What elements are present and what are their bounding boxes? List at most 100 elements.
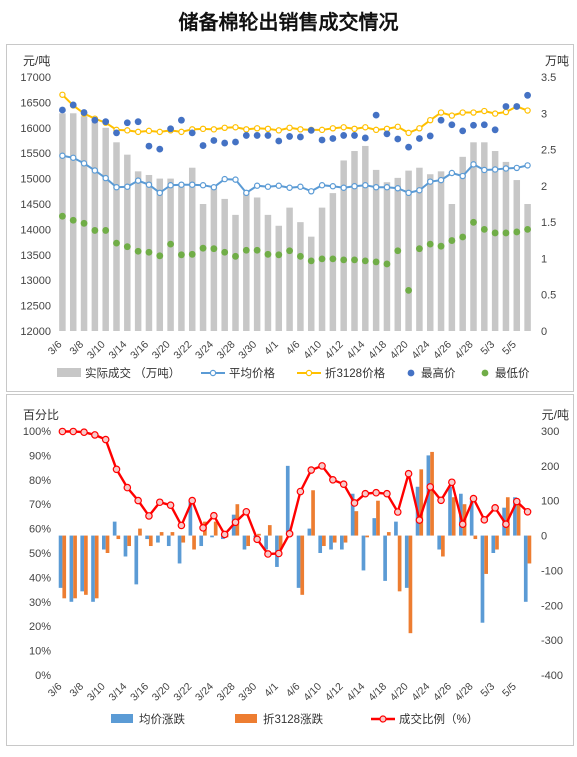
volume-bar xyxy=(481,142,488,331)
avg-change-bar xyxy=(340,535,344,550)
zhe3128-change-bar xyxy=(138,528,142,536)
high-price-point xyxy=(188,129,196,137)
y-left-tick-label: 13000 xyxy=(20,275,51,287)
zhe3128-price-point xyxy=(210,126,218,133)
high-price-point xyxy=(426,132,434,140)
zhe3128-change-bar xyxy=(527,535,532,564)
volume-bar xyxy=(437,171,445,331)
low-price-point xyxy=(113,239,120,247)
y-right-tick-label: 0 xyxy=(541,326,547,338)
zhe3128-change-bar xyxy=(84,535,88,595)
x-tick-label: 3/8 xyxy=(67,681,86,700)
legend-label: 实际成交 （万吨） xyxy=(85,366,180,380)
low-price-point xyxy=(134,247,142,255)
volume-bar xyxy=(113,142,120,331)
y-right-tick-label: -400 xyxy=(541,670,563,682)
low-price-point xyxy=(383,260,391,268)
avg-change-bar xyxy=(394,521,398,536)
x-tick-label: 5/5 xyxy=(500,681,519,700)
high-price-point xyxy=(167,125,174,133)
avg-price-point xyxy=(189,181,196,188)
zhe3128-change-bar xyxy=(192,535,196,550)
low-price-point xyxy=(307,257,315,265)
zhe3128-price-point xyxy=(297,126,304,133)
avg-change-bar xyxy=(242,535,247,550)
y-right-tick-label: 3 xyxy=(541,108,547,120)
x-tick-label: 3/10 xyxy=(85,339,108,362)
zhe3128-change-bar xyxy=(408,535,413,634)
legend-swatch xyxy=(235,714,257,723)
zhe3128-price-point xyxy=(362,124,369,131)
deal-ratio-point xyxy=(339,480,348,488)
legend-label: 最低价 xyxy=(495,367,530,380)
x-tick-label: 4/18 xyxy=(366,681,389,704)
high-price-point xyxy=(80,109,88,116)
page-title: 储备棉轮出销售成交情况 xyxy=(178,10,399,34)
deal-ratio-point xyxy=(307,466,316,474)
volume-bar xyxy=(253,197,261,331)
high-price-point xyxy=(340,132,348,139)
x-tick-label: 4/10 xyxy=(301,681,324,704)
volume-bar xyxy=(394,177,402,331)
volume-bar xyxy=(210,185,218,331)
zhe3128-price-point xyxy=(243,126,250,133)
deal-ratio-point xyxy=(393,508,402,516)
deal-ratio-point xyxy=(350,499,359,507)
deal-ratio-point xyxy=(383,489,391,498)
deal-ratio-point xyxy=(502,520,510,529)
y-left-tick-label: 40% xyxy=(29,572,51,584)
zhe3128-price-point xyxy=(221,124,228,132)
high-price-point xyxy=(405,143,412,151)
avg-change-bar xyxy=(285,465,290,536)
y-left-tick-label: 60% xyxy=(29,524,51,536)
avg-price-point xyxy=(232,176,239,183)
volume-bar xyxy=(124,154,131,331)
volume-bar xyxy=(426,174,434,331)
low-price-point xyxy=(297,252,304,260)
avg-change-bar xyxy=(69,535,74,602)
avg-change-bar xyxy=(199,535,204,547)
deal-ratio-point xyxy=(155,498,164,507)
low-price-point xyxy=(372,258,380,266)
avg-change-bar xyxy=(156,535,160,543)
zhe3128-change-bar xyxy=(419,469,424,536)
zhe3128-price-point xyxy=(59,91,66,98)
volume-bar xyxy=(318,207,326,331)
zhe3128-price-point xyxy=(275,127,282,134)
high-price-point xyxy=(372,111,380,119)
x-tick-label: 5/5 xyxy=(500,339,519,358)
avg-price-point xyxy=(308,188,315,195)
zhe3128-price-point xyxy=(329,125,337,132)
high-price-point xyxy=(210,137,218,144)
zhe3128-price-point xyxy=(178,128,185,136)
x-tick-label: 3/28 xyxy=(215,339,238,362)
zhe3128-change-bar xyxy=(354,511,359,536)
avg-price-point xyxy=(253,182,261,189)
volume-bar xyxy=(502,161,510,331)
deal-ratio-point xyxy=(469,494,478,503)
deal-ratio-point xyxy=(512,497,521,506)
avg-change-bar xyxy=(112,521,117,536)
legend-label: 均价涨跌 xyxy=(139,712,185,726)
zhe3128-price-point xyxy=(318,126,326,134)
y-left-tick-label: 70% xyxy=(29,499,51,511)
high-price-point xyxy=(383,130,391,138)
x-tick-label: 4/1 xyxy=(262,681,281,700)
avg-price-point xyxy=(264,183,272,190)
deal-ratio-point xyxy=(274,549,283,558)
low-price-point xyxy=(448,237,456,244)
zhe3128-price-point xyxy=(524,107,531,114)
y-right-tick-label: 1 xyxy=(541,253,547,265)
y-left-tick-label: 15000 xyxy=(20,174,51,186)
zhe3128-price-point xyxy=(156,128,163,136)
low-price-point xyxy=(470,218,477,226)
zhe3128-change-bar xyxy=(386,532,391,536)
zhe3128-change-bar xyxy=(257,533,261,536)
low-price-point xyxy=(491,229,499,237)
x-tick-label: 4/10 xyxy=(301,339,324,362)
low-price-point xyxy=(102,227,110,234)
high-price-point xyxy=(416,135,423,142)
y-left-tick-label: 50% xyxy=(29,548,51,560)
volume-bar xyxy=(513,180,521,331)
high-price-point xyxy=(502,103,510,110)
